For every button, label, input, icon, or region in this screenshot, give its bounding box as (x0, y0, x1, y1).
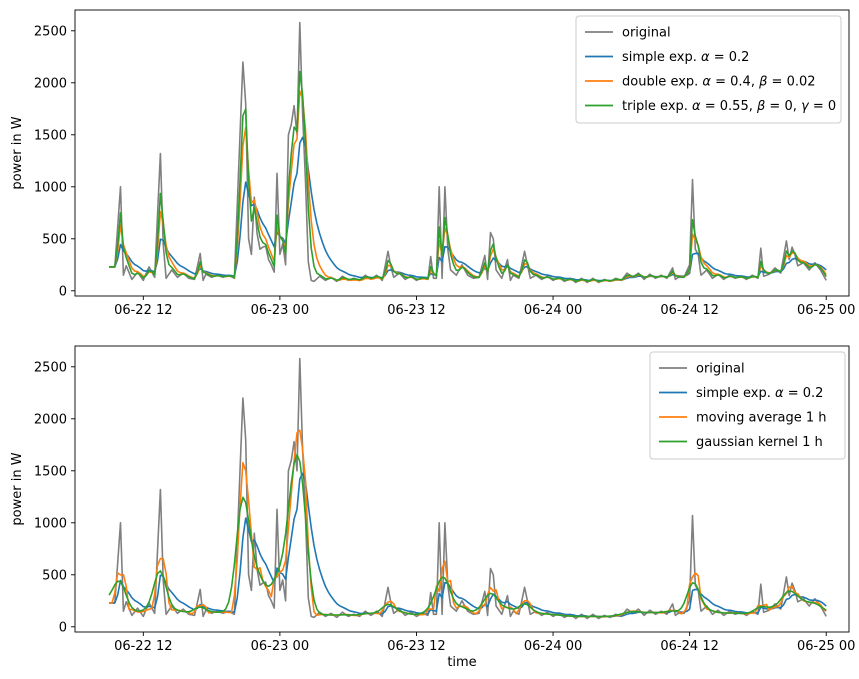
legend-entry-text: β (758, 75, 767, 90)
legend-entry-simple: simple exp. α = 0.2 (696, 386, 823, 401)
x-tick-label: 06-24 12 (660, 303, 718, 318)
legend-box (575, 15, 842, 124)
y-axis-label: power in W (10, 116, 25, 189)
legend-entry-triple: triple exp. α = 0.55, β = 0, γ = 0 (622, 99, 836, 114)
x-tick-label: 06-23 12 (387, 639, 445, 654)
axes-frame (74, 345, 850, 633)
legend-entry-text: triple exp. (622, 99, 692, 114)
y-tick-label: 1500 (34, 464, 67, 479)
legend-entry-original: original (622, 26, 671, 41)
y-tick-label: 0 (59, 620, 67, 635)
legend-entry-original: original (696, 362, 745, 377)
x-tick-label: 06-22 12 (114, 639, 172, 654)
legend-entry-text: α (701, 50, 710, 65)
series-lines (109, 21, 827, 284)
legend-entry-text: = 0, (765, 99, 801, 114)
legend-entry-text: original (622, 26, 671, 41)
y-tick-label: 2000 (34, 412, 67, 427)
legend-entry-text: = 0.4, (711, 75, 759, 90)
legend-entry-text: moving average 1 h (696, 411, 827, 426)
x-tick-label: 06-22 12 (114, 303, 172, 318)
x-tick-label: 06-24 00 (524, 639, 582, 654)
y-axis-label: power in W (10, 452, 25, 525)
x-tick-label: 06-25 00 (797, 639, 855, 654)
y-tick-label: 1500 (34, 128, 67, 143)
chart-panel-2: 06-22 12 06-23 00 06-23 12 06-24 00 06-24 12… (10, 345, 855, 670)
chart-panel-1: 06-22 12 06-23 00 06-23 12 06-24 00 06-24 12… (10, 9, 855, 318)
legend-entry-text: simple exp. (622, 50, 701, 65)
series-line-simple (109, 472, 827, 618)
legend-entry-text: α (692, 99, 701, 114)
legend-entry-text: simple exp. (696, 386, 775, 401)
legend-entry-simple: simple exp. α = 0.2 (622, 50, 749, 65)
legend-entry-text: = 0.02 (767, 75, 815, 90)
axes-frame (74, 9, 850, 297)
legend-entry-text: γ (801, 99, 810, 114)
series-line-gaussian (108, 454, 827, 618)
y-tick-label: 2500 (34, 360, 67, 375)
legend-entry-text: gaussian kernel 1 h (696, 435, 823, 450)
legend-entry-text: = 0.55, (701, 99, 757, 114)
y-tick-label: 500 (42, 232, 67, 247)
x-tick-label: 06-24 00 (524, 303, 582, 318)
x-axis-label: time (447, 655, 476, 670)
legend-entry-text: double exp. (622, 75, 702, 90)
y-tick-label: 0 (59, 284, 67, 299)
legend-entry-text: α (775, 386, 784, 401)
legend-entry-text: original (696, 362, 745, 377)
legend: original simple exp. α = 0.2 moving averag… (649, 351, 846, 460)
legend-box (649, 351, 846, 460)
x-tick-label: 06-23 00 (251, 639, 309, 654)
y-tick-label: 1000 (34, 180, 67, 195)
legend-entry-moving: moving average 1 h (696, 411, 827, 426)
legend-entry-text: = 0.2 (710, 50, 750, 65)
y-tick-label: 1000 (34, 516, 67, 531)
legend-entry-text: = 0.2 (784, 386, 824, 401)
y-tick-label: 500 (42, 568, 67, 583)
y-tick-label: 2000 (34, 76, 67, 91)
series-line-moving (109, 429, 827, 618)
legend-entry-text: β (756, 99, 765, 114)
x-tick-label: 06-23 00 (251, 303, 309, 318)
x-tick-label: 06-25 00 (797, 303, 855, 318)
x-tick-label: 06-24 12 (660, 639, 718, 654)
legend: original simple exp. α = 0.2 double exp. α… (575, 15, 842, 124)
y-tick-label: 2500 (34, 24, 67, 39)
legend-entry-double: double exp. α = 0.4, β = 0.02 (622, 75, 816, 90)
legend-entry-text: α (702, 75, 711, 90)
series-line-triple (109, 70, 827, 283)
series-lines (108, 357, 827, 620)
legend-entry-text: = 0 (809, 99, 836, 114)
legend-entry-gaussian: gaussian kernel 1 h (696, 435, 823, 450)
x-tick-label: 06-23 12 (387, 303, 445, 318)
